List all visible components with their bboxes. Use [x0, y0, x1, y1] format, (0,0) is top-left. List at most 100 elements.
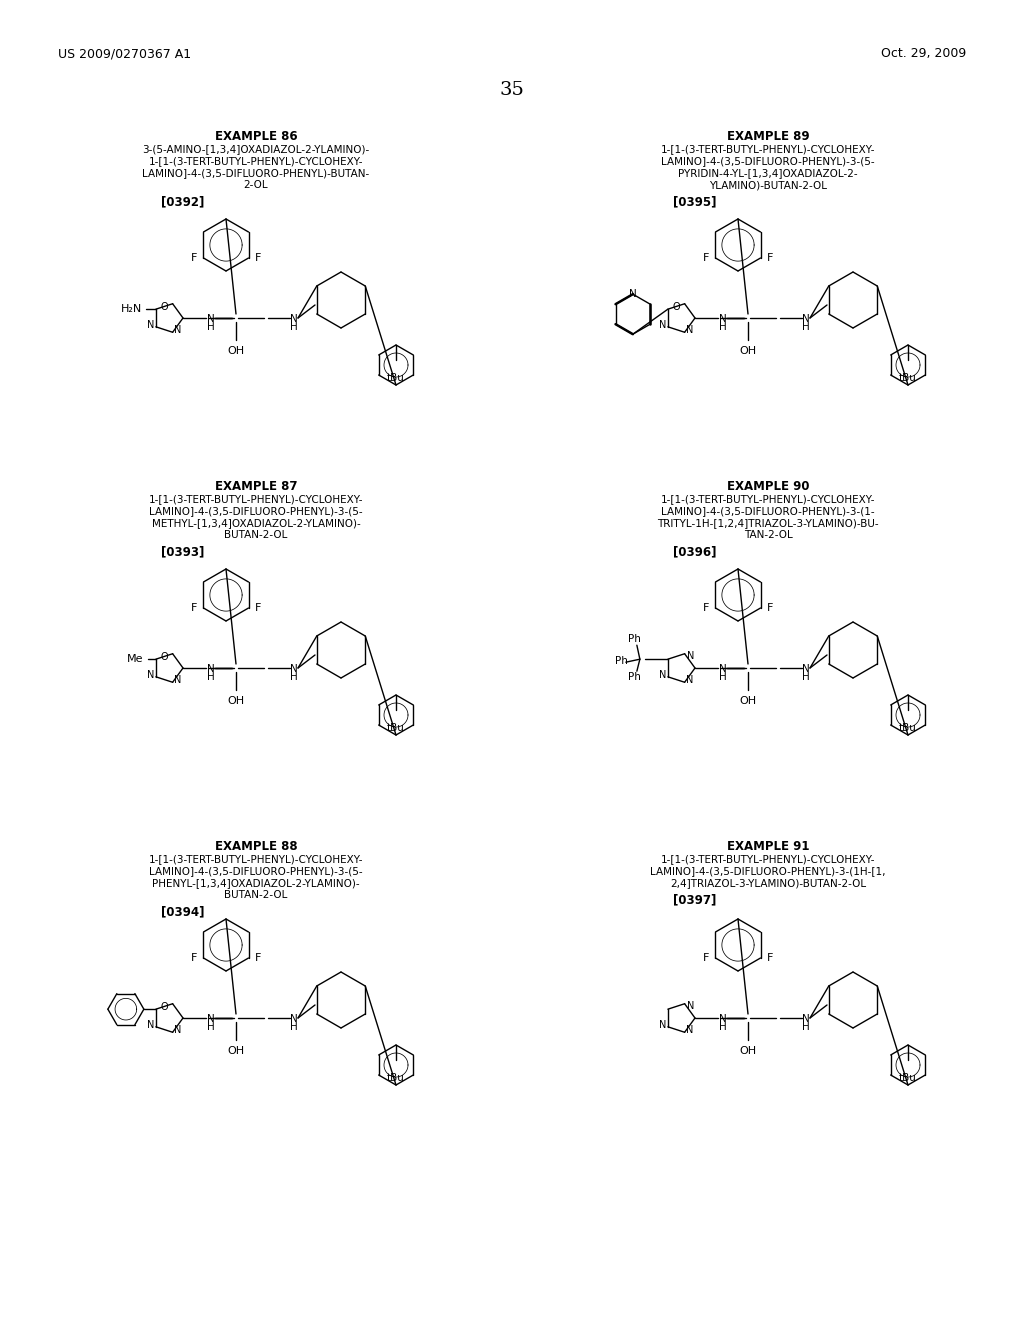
Text: N: N	[174, 1026, 181, 1035]
Text: N: N	[290, 664, 298, 675]
Text: [0393]: [0393]	[161, 545, 205, 558]
Text: tBu: tBu	[899, 374, 916, 383]
Text: 35: 35	[500, 81, 524, 99]
Text: METHYL-[1,3,4]OXADIAZOL-2-YLAMINO)-: METHYL-[1,3,4]OXADIAZOL-2-YLAMINO)-	[152, 517, 360, 528]
Text: O: O	[673, 302, 680, 313]
Text: PYRIDIN-4-YL-[1,3,4]OXADIAZOL-2-: PYRIDIN-4-YL-[1,3,4]OXADIAZOL-2-	[678, 168, 858, 178]
Text: N: N	[686, 325, 693, 335]
Text: US 2009/0270367 A1: US 2009/0270367 A1	[58, 48, 191, 61]
Text: N: N	[147, 1020, 155, 1030]
Text: H: H	[207, 322, 215, 333]
Text: H: H	[207, 1022, 215, 1032]
Text: TAN-2-OL: TAN-2-OL	[743, 531, 793, 540]
Text: F: F	[767, 603, 773, 612]
Text: OH: OH	[739, 696, 757, 706]
Text: Ph: Ph	[629, 672, 641, 682]
Text: F: F	[191, 253, 198, 263]
Text: 1-[1-(3-TERT-BUTYL-PHENYL)-CYCLOHEXY-: 1-[1-(3-TERT-BUTYL-PHENYL)-CYCLOHEXY-	[660, 144, 876, 154]
Text: N: N	[719, 314, 727, 323]
Text: F: F	[703, 953, 710, 964]
Text: TRITYL-1H-[1,2,4]TRIAZOL-3-YLAMINO)-BU-: TRITYL-1H-[1,2,4]TRIAZOL-3-YLAMINO)-BU-	[657, 517, 879, 528]
Text: OH: OH	[739, 1045, 757, 1056]
Text: 3-(5-AMINO-[1,3,4]OXADIAZOL-2-YLAMINO)-: 3-(5-AMINO-[1,3,4]OXADIAZOL-2-YLAMINO)-	[142, 144, 370, 154]
Text: tBu: tBu	[899, 723, 916, 733]
Text: [0395]: [0395]	[673, 195, 717, 209]
Text: N: N	[290, 314, 298, 323]
Text: H: H	[802, 322, 810, 333]
Text: N: N	[147, 319, 155, 330]
Text: N: N	[802, 664, 810, 675]
Text: H₂N: H₂N	[121, 304, 142, 314]
Text: O: O	[161, 652, 168, 663]
Text: N: N	[290, 1014, 298, 1024]
Text: Ph: Ph	[615, 656, 629, 667]
Text: 2-OL: 2-OL	[244, 180, 268, 190]
Text: tBu: tBu	[899, 1073, 916, 1082]
Text: N: N	[802, 314, 810, 323]
Text: N: N	[147, 669, 155, 680]
Text: H: H	[719, 672, 727, 682]
Text: N: N	[802, 1014, 810, 1024]
Text: OH: OH	[227, 696, 245, 706]
Text: F: F	[191, 603, 198, 612]
Text: N: N	[659, 1020, 667, 1030]
Text: N: N	[719, 1014, 727, 1024]
Text: LAMINO]-4-(3,5-DIFLUORO-PHENYL)-3-(5-: LAMINO]-4-(3,5-DIFLUORO-PHENYL)-3-(5-	[150, 866, 362, 876]
Text: F: F	[703, 253, 710, 263]
Text: Me: Me	[127, 655, 143, 664]
Text: LAMINO]-4-(3,5-DIFLUORO-PHENYL)-BUTAN-: LAMINO]-4-(3,5-DIFLUORO-PHENYL)-BUTAN-	[142, 168, 370, 178]
Text: N: N	[174, 676, 181, 685]
Text: EXAMPLE 91: EXAMPLE 91	[727, 840, 809, 853]
Text: F: F	[703, 603, 710, 612]
Text: N: N	[686, 1026, 693, 1035]
Text: 1-[1-(3-TERT-BUTYL-PHENYL)-CYCLOHEXY-: 1-[1-(3-TERT-BUTYL-PHENYL)-CYCLOHEXY-	[660, 854, 876, 865]
Text: N: N	[719, 664, 727, 675]
Text: H: H	[802, 1022, 810, 1032]
Text: N: N	[659, 319, 667, 330]
Text: LAMINO]-4-(3,5-DIFLUORO-PHENYL)-3-(1H-[1,: LAMINO]-4-(3,5-DIFLUORO-PHENYL)-3-(1H-[1…	[650, 866, 886, 876]
Text: F: F	[255, 953, 261, 964]
Text: H: H	[719, 322, 727, 333]
Text: N: N	[207, 1014, 215, 1024]
Text: YLAMINO)-BUTAN-2-OL: YLAMINO)-BUTAN-2-OL	[709, 180, 827, 190]
Text: BUTAN-2-OL: BUTAN-2-OL	[224, 531, 288, 540]
Text: EXAMPLE 90: EXAMPLE 90	[727, 480, 809, 492]
Text: BUTAN-2-OL: BUTAN-2-OL	[224, 890, 288, 900]
Text: N: N	[686, 676, 693, 685]
Text: tBu: tBu	[387, 723, 404, 733]
Text: H: H	[802, 672, 810, 682]
Text: EXAMPLE 87: EXAMPLE 87	[215, 480, 297, 492]
Text: N: N	[629, 289, 637, 300]
Text: 1-[1-(3-TERT-BUTYL-PHENYL)-CYCLOHEXY-: 1-[1-(3-TERT-BUTYL-PHENYL)-CYCLOHEXY-	[148, 156, 364, 166]
Text: PHENYL-[1,3,4]OXADIAZOL-2-YLAMINO)-: PHENYL-[1,3,4]OXADIAZOL-2-YLAMINO)-	[153, 878, 359, 888]
Text: [0392]: [0392]	[161, 195, 205, 209]
Text: N: N	[174, 325, 181, 335]
Text: H: H	[207, 672, 215, 682]
Text: F: F	[255, 253, 261, 263]
Text: 2,4]TRIAZOL-3-YLAMINO)-BUTAN-2-OL: 2,4]TRIAZOL-3-YLAMINO)-BUTAN-2-OL	[670, 878, 866, 888]
Text: [0397]: [0397]	[673, 894, 717, 906]
Text: OH: OH	[739, 346, 757, 356]
Text: EXAMPLE 86: EXAMPLE 86	[215, 129, 297, 143]
Text: F: F	[767, 253, 773, 263]
Text: H: H	[290, 322, 298, 333]
Text: 1-[1-(3-TERT-BUTYL-PHENYL)-CYCLOHEXY-: 1-[1-(3-TERT-BUTYL-PHENYL)-CYCLOHEXY-	[660, 494, 876, 504]
Text: tBu: tBu	[387, 1073, 404, 1082]
Text: Ph: Ph	[629, 634, 641, 644]
Text: Oct. 29, 2009: Oct. 29, 2009	[881, 48, 966, 61]
Text: LAMINO]-4-(3,5-DIFLUORO-PHENYL)-3-(1-: LAMINO]-4-(3,5-DIFLUORO-PHENYL)-3-(1-	[662, 506, 874, 516]
Text: N: N	[659, 669, 667, 680]
Text: 1-[1-(3-TERT-BUTYL-PHENYL)-CYCLOHEXY-: 1-[1-(3-TERT-BUTYL-PHENYL)-CYCLOHEXY-	[148, 854, 364, 865]
Text: F: F	[255, 603, 261, 612]
Text: N: N	[687, 651, 694, 661]
Text: LAMINO]-4-(3,5-DIFLUORO-PHENYL)-3-(5-: LAMINO]-4-(3,5-DIFLUORO-PHENYL)-3-(5-	[662, 156, 874, 166]
Text: EXAMPLE 89: EXAMPLE 89	[727, 129, 809, 143]
Text: N: N	[687, 1001, 694, 1011]
Text: N: N	[207, 664, 215, 675]
Text: OH: OH	[227, 1045, 245, 1056]
Text: H: H	[290, 1022, 298, 1032]
Text: O: O	[161, 302, 168, 313]
Text: F: F	[191, 953, 198, 964]
Text: OH: OH	[227, 346, 245, 356]
Text: H: H	[290, 672, 298, 682]
